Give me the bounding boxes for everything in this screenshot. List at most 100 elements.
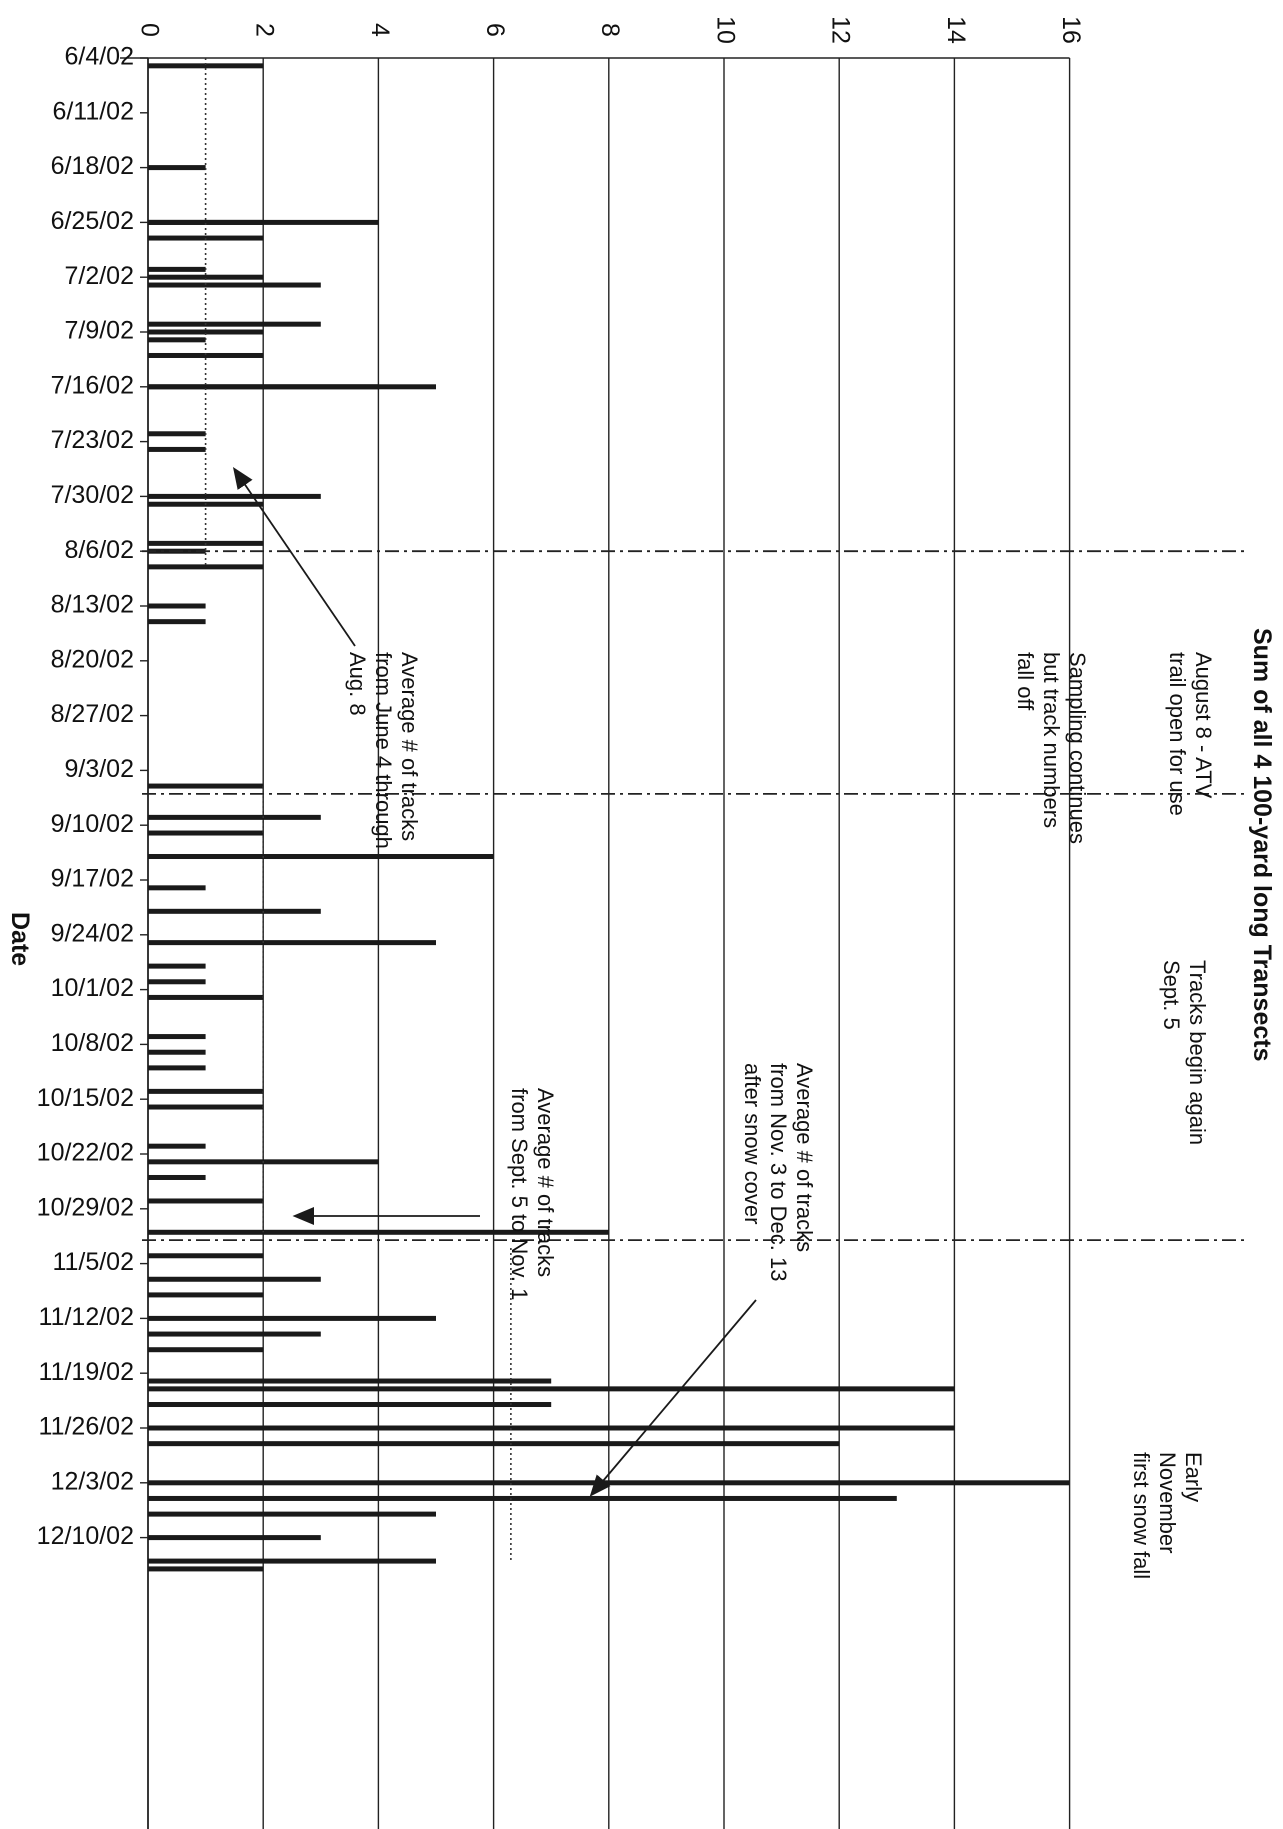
bar xyxy=(148,274,264,280)
bar xyxy=(148,1276,321,1282)
bar xyxy=(148,603,206,609)
date-label: 6/25/02 xyxy=(51,207,134,235)
bar xyxy=(148,783,264,789)
x-tick-label: 4 xyxy=(366,23,394,37)
bar xyxy=(148,1511,436,1517)
date-label: 10/8/02 xyxy=(51,1029,134,1057)
bar xyxy=(148,1331,321,1337)
bar xyxy=(148,885,206,891)
event-markers xyxy=(142,550,1245,1242)
date-labels: 6/4/02 6/11/02 6/18/02 6/25/02 7/2/02 7/9/02 7… xyxy=(37,43,148,1550)
bar xyxy=(148,329,264,335)
bar xyxy=(148,63,264,69)
x-tick-label: 10 xyxy=(711,16,739,44)
bar xyxy=(148,1104,264,1110)
bar xyxy=(148,1535,321,1541)
date-label: 8/27/02 xyxy=(51,700,134,728)
date-label: 7/9/02 xyxy=(64,317,134,345)
x-tick-label: 2 xyxy=(251,23,279,37)
bar xyxy=(148,1495,897,1501)
snow-annotation: EarlyNovemberfirst snow fall xyxy=(1129,1452,1206,1579)
date-label: 10/29/02 xyxy=(37,1193,134,1221)
date-label: 10/15/02 xyxy=(37,1084,134,1112)
x-tick-label: 8 xyxy=(596,23,624,37)
date-label: 11/26/02 xyxy=(39,1413,134,1441)
annotation-arrow xyxy=(232,467,356,647)
annotations: August 8 - ATVtrail open for use Sampling… xyxy=(232,467,1216,1579)
bar xyxy=(148,564,264,570)
bar xyxy=(148,994,264,1000)
bar xyxy=(148,1292,264,1298)
date-label: 9/3/02 xyxy=(64,755,134,783)
bar xyxy=(148,1174,206,1180)
bar xyxy=(148,854,494,860)
bar xyxy=(148,1253,264,1259)
x-tick-labels: 0 2 4 6 8 10 12 14 16 xyxy=(135,16,1085,44)
bar xyxy=(148,1347,264,1353)
bar xyxy=(148,619,206,625)
date-label: 7/2/02 xyxy=(64,262,134,290)
bar xyxy=(148,219,264,225)
date-label: 8/6/02 xyxy=(64,536,134,564)
chart-title: Sum of all 4 100-yard long Transects xyxy=(1248,628,1276,1061)
average2-annotation: Average # of tracksfrom Sept. 5 to Nov. … xyxy=(507,1088,558,1300)
date-label: 6/11/02 xyxy=(52,97,134,125)
date-label: 10/1/02 xyxy=(51,974,134,1002)
date-label: 9/17/02 xyxy=(51,865,134,893)
average3-annotation: Average # of tracksfrom Nov. 3 to Dec. 1… xyxy=(740,1063,817,1281)
bar xyxy=(148,337,206,343)
bar xyxy=(148,352,264,358)
average1-annotation: Average # of tracksfrom June 4 throughAu… xyxy=(345,652,422,849)
date-label: 7/23/02 xyxy=(51,426,134,454)
bar xyxy=(148,1566,264,1572)
date-label: 9/24/02 xyxy=(51,919,134,947)
bar xyxy=(148,1378,552,1384)
x-tick-label: 16 xyxy=(1057,16,1085,44)
bar xyxy=(148,1315,436,1321)
date-label: 7/30/02 xyxy=(51,481,134,509)
date-label: 12/3/02 xyxy=(51,1467,134,1495)
bar xyxy=(148,1198,264,1204)
bar xyxy=(148,963,206,969)
date-label: 8/20/02 xyxy=(51,645,134,673)
bar xyxy=(148,908,321,914)
x-tick-label: 0 xyxy=(135,23,163,37)
bar xyxy=(148,979,206,985)
tracks-again-annotation: Tracks begin againSept. 5 xyxy=(1159,960,1210,1145)
bar xyxy=(148,1065,206,1071)
date-label: 10/22/02 xyxy=(37,1139,134,1167)
annotation-arrow xyxy=(589,1299,757,1497)
bar xyxy=(148,940,436,946)
date-label: 11/12/02 xyxy=(39,1303,134,1331)
x-tick-label: 14 xyxy=(942,16,970,44)
bar xyxy=(148,814,321,820)
date-label: 11/5/02 xyxy=(52,1248,134,1276)
bar xyxy=(148,266,206,272)
bar xyxy=(148,493,321,499)
bar xyxy=(148,1425,955,1431)
y-axis-title: Date xyxy=(6,912,34,966)
x-tick-label: 6 xyxy=(481,23,509,37)
bar xyxy=(148,1402,552,1408)
average-lines xyxy=(204,58,512,1562)
bar xyxy=(148,1229,609,1235)
bar xyxy=(148,431,206,437)
bar xyxy=(148,1088,264,1094)
x-tick-label: 12 xyxy=(827,16,855,44)
bar xyxy=(148,1034,206,1040)
bar xyxy=(148,830,264,836)
bar xyxy=(148,446,206,452)
date-label: 11/19/02 xyxy=(39,1358,134,1386)
bar xyxy=(148,1558,436,1564)
bar xyxy=(148,321,321,327)
bar xyxy=(148,1049,206,1055)
date-label: 9/10/02 xyxy=(51,810,134,838)
bar xyxy=(148,384,379,390)
date-label: 7/16/02 xyxy=(51,371,134,399)
bar xyxy=(148,1386,955,1392)
atv-annotation: August 8 - ATVtrail open for use xyxy=(1165,652,1216,816)
bar xyxy=(148,282,321,288)
bar xyxy=(148,1441,840,1447)
date-label: 6/18/02 xyxy=(51,152,134,180)
